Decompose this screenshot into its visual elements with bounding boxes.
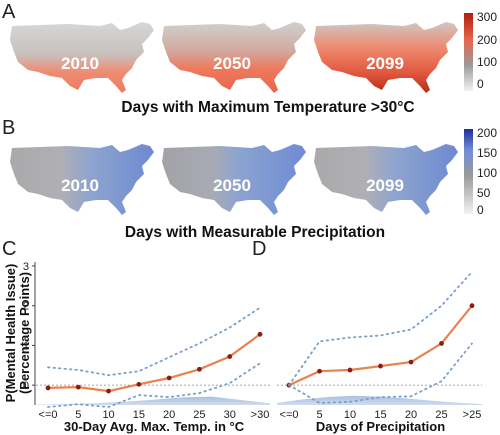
distribution-area <box>36 396 270 405</box>
colorbar-tick: 0 <box>477 203 484 217</box>
panel-letter-d: D <box>252 238 266 260</box>
year-label: 2010 <box>61 54 99 73</box>
map-b-2099: 2099 <box>314 144 458 215</box>
colorbar-tick: 200 <box>477 33 497 47</box>
x-tick-label: 10 <box>102 409 114 421</box>
estimate-point <box>136 381 142 387</box>
estimate-point <box>439 341 444 346</box>
year-label: 2050 <box>213 176 251 195</box>
x-tick-label: >25 <box>463 409 482 421</box>
estimate-point <box>347 367 353 373</box>
year-label: 2010 <box>61 176 99 195</box>
y-tick-label: 0 <box>23 380 29 392</box>
y-tick-label: 1 <box>23 340 29 352</box>
colorbar-tick: 0 <box>477 77 484 91</box>
x-tick-label: >30 <box>251 409 270 421</box>
estimate-point <box>227 354 233 359</box>
x-tick-label: 5 <box>75 409 81 421</box>
y-axis-label: P(Mental Health Issue) (Percentage Points… <box>3 264 32 403</box>
estimate-point <box>408 359 414 365</box>
panel-a-title: Days with Maximum Temperature >30°C <box>121 99 414 116</box>
map-a-2099: 2099 <box>314 22 458 93</box>
x-tick-label: 25 <box>435 409 447 421</box>
panel-b: B 2010 2050 2099 200 150 100 50 0 Days w… <box>2 117 497 241</box>
chart-panel-d: <=0 5 10 15 20 25 >25 Days of Precipitation <box>277 270 482 434</box>
map-b-2010: 2010 <box>10 144 154 215</box>
map-a-2050: 2050 <box>162 22 306 93</box>
x-tick-label: 5 <box>316 409 322 421</box>
estimate-line <box>47 333 261 393</box>
estimate-point <box>45 385 51 391</box>
estimate-point <box>166 375 172 381</box>
x-axis-label: 30-Day Avg. Max. Temp. in °C <box>64 419 245 434</box>
panel-letter-a: A <box>2 1 16 23</box>
colorbar-tick: 300 <box>477 10 497 24</box>
colorbar-b: 200 150 100 50 0 <box>464 126 497 217</box>
estimate-point <box>378 363 383 369</box>
colorbar-a: 300 200 100 0 <box>464 10 497 91</box>
colorbar-tick: 150 <box>477 146 497 160</box>
y-axis-label-line: P(Mental Health Issue) <box>3 264 18 403</box>
estimate-line <box>288 305 473 387</box>
y-tick-label: 2 <box>23 301 29 313</box>
x-tick-label: <=0 <box>280 409 299 421</box>
ci-upper-line <box>47 306 261 377</box>
estimate-point <box>469 303 475 309</box>
ci-lower-line <box>288 342 473 404</box>
estimate-point <box>197 366 202 372</box>
x-tick-label: 25 <box>193 409 205 421</box>
x-axis-label: Days of Precipitation <box>316 419 445 434</box>
year-label: 2099 <box>366 54 404 73</box>
x-tick-label: 20 <box>405 409 417 421</box>
chart-panel-c: 0 1 2 3 <=0 5 10 15 20 25 30 >30 30-Day Avg. Max. Te… <box>23 261 270 434</box>
x-tick-label: 15 <box>133 409 145 421</box>
panel-letter-b: B <box>2 117 15 139</box>
panel-a: A 2010 2050 2099 300 200 100 0 Days with… <box>2 1 497 116</box>
ci-lower-line <box>47 362 261 408</box>
map-b-2050: 2050 <box>162 144 306 215</box>
panel-letter-c: C <box>2 238 16 260</box>
panel-b-title: Days with Measurable Precipitation <box>125 224 385 241</box>
colorbar-tick: 100 <box>477 55 497 69</box>
y-axis-label-line: (Percentage Points) <box>17 272 32 394</box>
estimate-point <box>317 368 322 374</box>
colorbar-tick: 50 <box>477 186 491 200</box>
colorbar-tick: 100 <box>477 166 497 180</box>
x-tick-label: 10 <box>344 409 356 421</box>
estimate-point <box>257 331 263 337</box>
ci-upper-line <box>288 270 473 387</box>
x-tick-label: 20 <box>163 409 175 421</box>
x-tick-label: 30 <box>224 409 236 421</box>
year-label: 2099 <box>366 176 404 195</box>
y-tick-label: 3 <box>23 261 29 273</box>
x-tick-label: <=0 <box>39 409 58 421</box>
year-label: 2050 <box>213 54 251 73</box>
estimate-point <box>75 384 81 390</box>
map-a-2010: 2010 <box>10 22 154 93</box>
estimate-point <box>106 388 111 394</box>
x-tick-label: 15 <box>374 409 386 421</box>
colorbar-tick: 200 <box>477 126 497 140</box>
